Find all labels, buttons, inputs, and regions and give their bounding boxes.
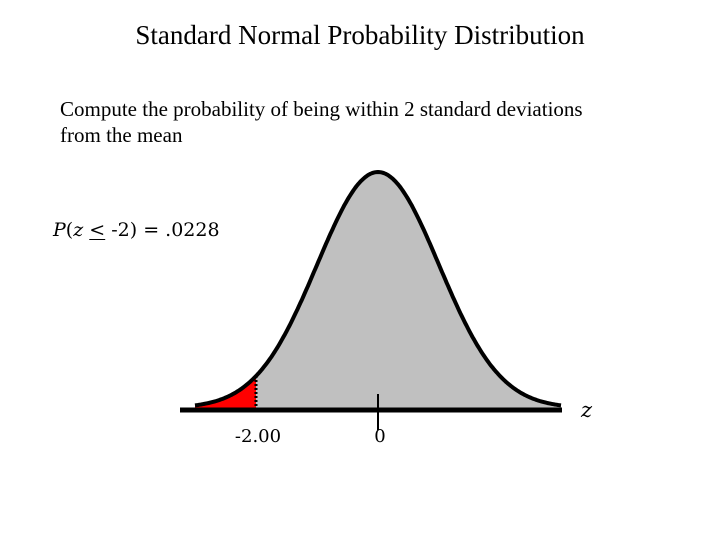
left-tail-shaded-area	[195, 376, 256, 408]
tick-label-minus-two: -2.00	[235, 426, 281, 447]
slide-title: Standard Normal Probability Distribution	[135, 20, 585, 50]
normal-curve-outline	[194, 170, 562, 408]
curve-body-area	[195, 172, 561, 408]
problem-statement: Compute the probability of being within …	[60, 96, 690, 148]
probability-statement: P(z < -2) = .0228	[53, 219, 220, 241]
z-axis-label: z	[580, 398, 593, 422]
open-paren: (	[65, 219, 74, 241]
tick-label-zero: 0	[374, 426, 385, 447]
probability-symbol: P	[53, 219, 66, 241]
problem-statement-line-2: from the mean	[60, 123, 183, 147]
problem-statement-line-1: Compute the probability of being within …	[60, 97, 583, 121]
less-or-equal-symbol: <	[89, 219, 106, 241]
probability-value: -2) = .0228	[105, 219, 220, 241]
z-variable: z	[73, 219, 84, 241]
